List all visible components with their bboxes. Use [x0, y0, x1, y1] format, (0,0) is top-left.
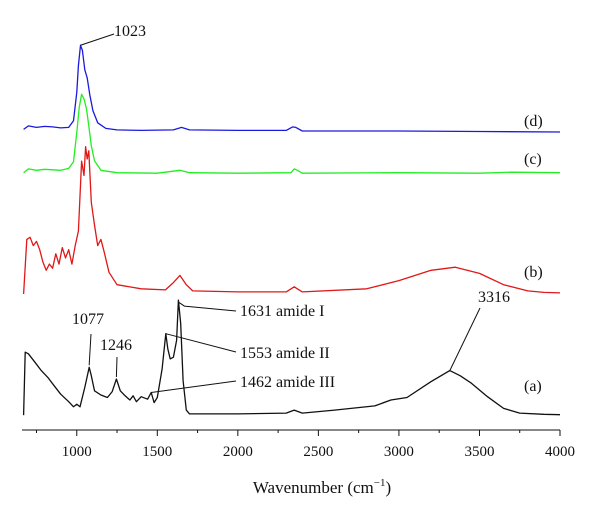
- peak-annotations: 1023 1077 1246 1631 amide I 1553 amide II 146…: [72, 23, 510, 393]
- series-layer: [22, 44, 561, 416]
- x-tick-label-6: 4000: [545, 444, 575, 460]
- annotation-leader-2: [115, 356, 118, 378]
- annotation-label-2: 1246: [100, 337, 132, 354]
- series-line-0: [23, 44, 561, 133]
- x-ticks: 1000 1500 2000 2500 3000 3500 4000: [35, 430, 575, 460]
- x-tick-label-2: 2000: [223, 444, 253, 460]
- series-line-3: [22, 299, 561, 416]
- x-axis-title-close: ): [385, 478, 391, 497]
- annotation-label-6: 3316: [478, 289, 510, 306]
- series-label-1: (c): [524, 151, 542, 168]
- x-tick-label-4: 3000: [384, 444, 414, 460]
- series-labels: (d) (c) (b) (a): [524, 113, 543, 395]
- annotation-leader-4: [165, 333, 237, 353]
- series-line-1: [23, 93, 561, 174]
- series-label-0: (d): [524, 113, 543, 130]
- annotation-label-5: 1462 amide III: [240, 374, 335, 391]
- annotation-leader-5: [151, 380, 237, 393]
- series-line-2: [22, 146, 561, 295]
- series-label-2: (b): [524, 264, 543, 281]
- x-tick-label-1: 1500: [142, 444, 172, 460]
- x-tick-label-0: 1000: [62, 444, 92, 460]
- x-tick-label-3: 2500: [303, 444, 333, 460]
- annotation-leader-6: [449, 307, 481, 371]
- x-axis-title: Wavenumber (cm−1): [253, 477, 391, 497]
- x-axis-title-unit-superscript: −1: [374, 477, 386, 489]
- annotation-label-3: 1631 amide I: [240, 303, 324, 320]
- annotation-label-0: 1023: [114, 23, 146, 40]
- annotation-label-4: 1553 amide II: [240, 345, 330, 362]
- annotation-leader-1: [88, 333, 92, 366]
- annotation-leader-0: [80, 33, 115, 46]
- x-tick-label-5: 3500: [464, 444, 494, 460]
- annotation-label-1: 1077: [72, 311, 104, 328]
- annotation-leader-3: [178, 301, 237, 312]
- series-label-3: (a): [524, 378, 542, 395]
